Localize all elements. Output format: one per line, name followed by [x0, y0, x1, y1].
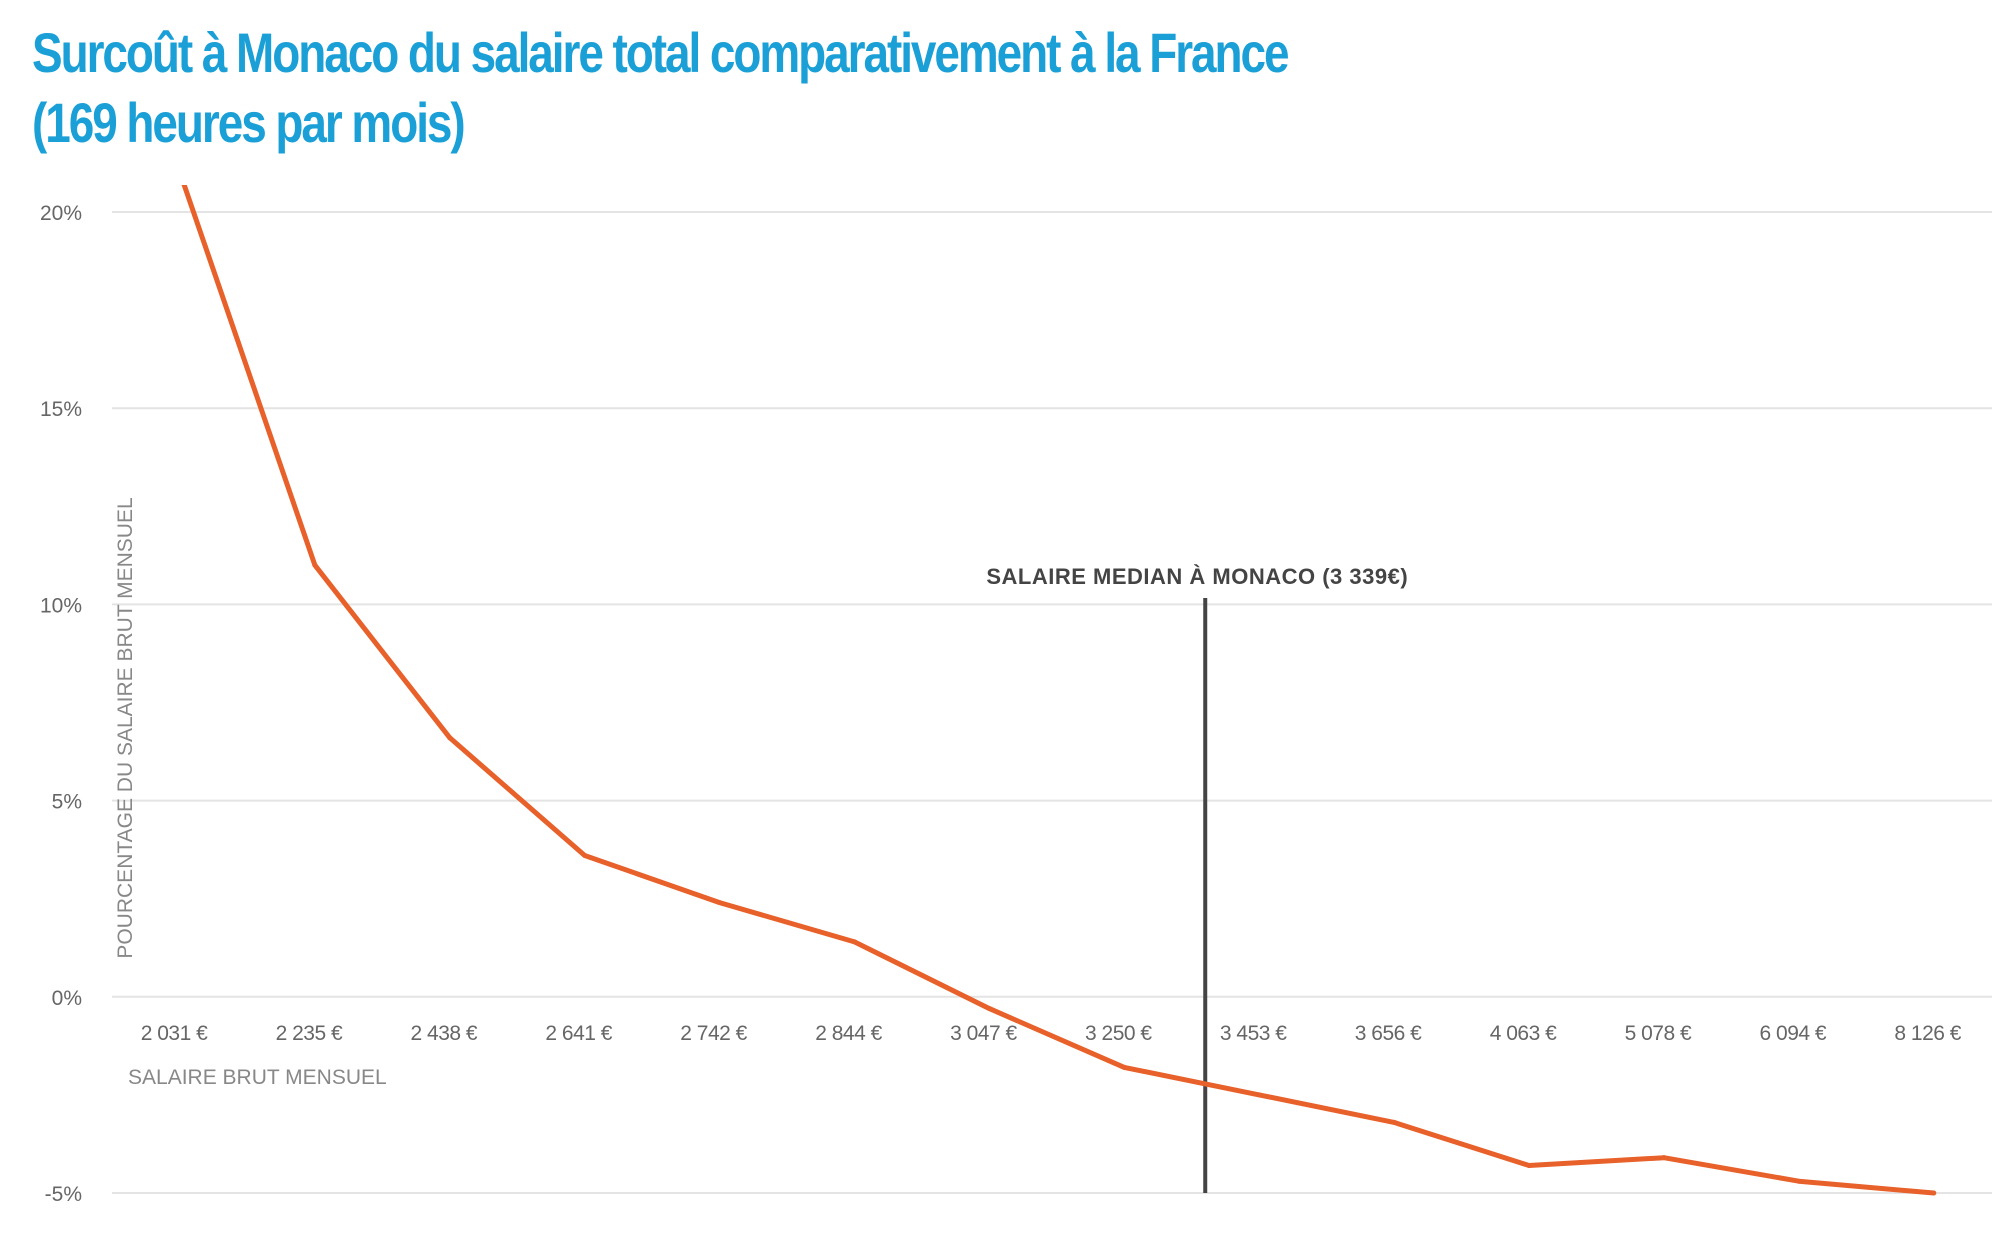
- x-tick-label: 2 235 €: [276, 1022, 343, 1045]
- y-axis-label: POURCENTAGE DU SALAIRE BRUT MENSUEL: [114, 497, 137, 958]
- data-point: [1526, 1163, 1532, 1169]
- data-point: [1796, 1178, 1802, 1184]
- x-tick-label: 3 453 €: [1220, 1022, 1287, 1045]
- x-tick-label: 3 656 €: [1355, 1022, 1422, 1045]
- data-point: [178, 170, 183, 175]
- data-point: [447, 735, 453, 741]
- x-tick-label: 2 641 €: [545, 1022, 612, 1045]
- y-tick-label: 5%: [52, 791, 82, 814]
- y-tick-label: 20%: [40, 202, 82, 225]
- data-point: [1931, 1190, 1937, 1196]
- y-tick-label: 10%: [40, 594, 82, 617]
- y-tick-label: -5%: [45, 1183, 82, 1206]
- data-point: [986, 1006, 992, 1012]
- chart-title: Surcoût à Monaco du salaire total compar…: [32, 18, 1590, 158]
- y-tick-label: 0%: [52, 987, 82, 1010]
- x-axis-ticks: 2 031 € 2 235 € 2 438 € 2 641 € 2 742 € 2 844…: [141, 1022, 1963, 1045]
- data-point: [582, 853, 588, 859]
- x-tick-label: 3 047 €: [950, 1022, 1017, 1045]
- data-point: [1121, 1064, 1127, 1070]
- x-tick-label: 8 126 €: [1894, 1022, 1961, 1045]
- gridlines: [112, 211, 1992, 1194]
- x-tick-label: 2 844 €: [815, 1022, 882, 1045]
- data-point: [1256, 1092, 1262, 1098]
- data-point: [1661, 1155, 1667, 1161]
- x-axis-label: SALAIRE BRUT MENSUEL: [128, 1066, 387, 1089]
- y-tick-label: 15%: [40, 398, 82, 421]
- data-point: [1391, 1119, 1397, 1125]
- data-point: [717, 900, 723, 906]
- series-line: [181, 185, 1937, 1196]
- chart-title-line-1: Surcoût à Monaco du salaire total compar…: [32, 21, 1290, 84]
- series: [178, 170, 1937, 1196]
- chart-title-line-2: (169 heures par mois): [32, 91, 466, 154]
- x-tick-label: 2 742 €: [680, 1022, 747, 1045]
- y-axis-ticks: 20% 15% 10% 5% 0% -5%: [40, 202, 82, 1206]
- median-annotation: SALAIRE MEDIAN À MONACO (3 339€): [986, 564, 1408, 1193]
- x-tick-label: 2 031 €: [141, 1022, 208, 1045]
- x-tick-label: 3 250 €: [1085, 1022, 1152, 1045]
- x-tick-label: 6 094 €: [1760, 1022, 1827, 1045]
- data-point: [312, 562, 318, 568]
- x-tick-label: 2 438 €: [411, 1022, 478, 1045]
- x-tick-label: 4 063 €: [1490, 1022, 1557, 1045]
- x-tick-label: 5 078 €: [1625, 1022, 1692, 1045]
- median-label: SALAIRE MEDIAN À MONACO (3 339€): [986, 564, 1408, 589]
- data-point: [852, 939, 857, 945]
